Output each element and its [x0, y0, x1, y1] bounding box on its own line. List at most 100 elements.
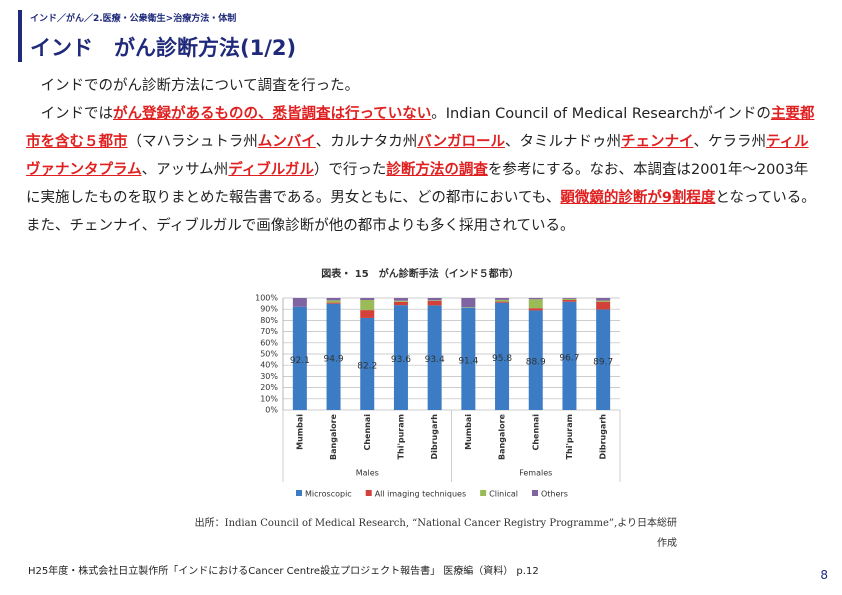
y-tick-label: 10%: [260, 394, 278, 403]
y-tick-label: 90%: [260, 305, 278, 314]
bar-segment: [461, 307, 476, 308]
x-tick-label: Dibrugarh: [430, 414, 439, 460]
text: となっている。また、チェンナイ、ディブルガルで画像診断が他の都市よりも多く採用さ…: [26, 190, 816, 234]
paragraph: インドでのがん診断方法について調査を行った。: [26, 72, 816, 100]
body-text: インドでのがん診断方法について調査を行った。 インドではがん登録があるものの、悉皆…: [26, 72, 816, 240]
bar-segment: [495, 301, 510, 303]
bar-segment: [326, 300, 341, 303]
legend-label: Others: [541, 490, 568, 499]
highlight: 顕微鏡的診断が9割程度: [560, 190, 716, 206]
bar-segment: [495, 302, 510, 410]
bar-segment: [393, 298, 408, 301]
legend-swatch: [532, 490, 538, 496]
x-tick-label: Chennai: [531, 414, 540, 451]
bar-segment: [292, 298, 307, 307]
data-label: 96.7: [559, 353, 579, 363]
bar-segment: [562, 298, 577, 301]
legend-swatch: [296, 490, 302, 496]
y-tick-label: 30%: [260, 372, 278, 381]
data-label: 91.4: [458, 356, 478, 366]
highlight: チェンナイ: [620, 134, 694, 150]
x-tick-label: Mumbai: [295, 414, 304, 450]
x-tick-label: Bangalore: [498, 413, 507, 460]
bar-segment: [393, 301, 408, 306]
x-tick-label: Bangalore: [329, 413, 338, 460]
chart-title: 図表・ 15 がん診断手法（インド５都市）: [321, 267, 518, 280]
accent-bar: [18, 10, 22, 62]
bar-segment: [393, 305, 408, 410]
page-title: インド がん診断方法(1/2): [30, 36, 297, 60]
data-label: 95.8: [492, 354, 512, 364]
bar-segment: [393, 300, 408, 302]
legend-swatch: [480, 490, 487, 496]
bar-segment: [427, 300, 442, 306]
y-tick-label: 60%: [260, 338, 278, 347]
bar-segment: [562, 298, 577, 299]
legend-swatch: [365, 490, 372, 496]
highlight: がん登録があるものの、悉皆調査は行っていない: [113, 106, 432, 122]
y-tick-label: 70%: [260, 327, 278, 336]
bar-segment: [360, 310, 375, 318]
group-label: Males: [356, 469, 379, 478]
legend-label: Clinical: [489, 490, 518, 499]
bar-segment: [596, 309, 611, 410]
bar-segment: [360, 317, 375, 410]
bar-segment: [292, 306, 307, 410]
text: （マハラシュトラ州: [127, 134, 258, 150]
text: 、タミルナドゥ州: [504, 134, 621, 150]
highlight: ムンバイ: [257, 134, 316, 150]
data-label: 92.1: [290, 356, 310, 366]
paragraph: インドではがん登録があるものの、悉皆調査は行っていない。Indian Counc…: [26, 100, 816, 240]
bar-segment: [528, 299, 543, 309]
bar-segment: [528, 298, 543, 300]
highlight: バンガロール: [417, 134, 505, 150]
bar-segment: [562, 301, 577, 410]
y-tick-label: 80%: [260, 316, 278, 325]
highlight: 診断方法の調査: [386, 162, 488, 178]
bar-segment: [596, 301, 611, 310]
bar-segment: [596, 300, 611, 302]
bar-segment: [427, 298, 442, 301]
page-number: 8: [820, 568, 828, 582]
highlight: 主要都市を含む５都市: [26, 106, 815, 150]
data-label: 88.9: [526, 358, 546, 368]
breadcrumb: インド／がん／2.医療・公衆衛生>治療方法・体制: [30, 14, 237, 24]
x-tick-label: Thi'puram: [396, 414, 405, 459]
legend-label: Microscopic: [305, 490, 352, 499]
source: 出所：Indian Council of Medical Research, “…: [194, 518, 677, 549]
data-label: 93.6: [391, 355, 411, 365]
x-tick-label: Mumbai: [464, 414, 473, 450]
bar-segment: [427, 305, 442, 410]
y-tick-label: 100%: [255, 294, 278, 303]
highlight: ティルヴァナンタプラム: [26, 134, 809, 178]
text: 、カルナタカ州: [315, 134, 418, 150]
x-tick-label: Thi'puram: [565, 414, 574, 459]
text: ）で行った: [313, 162, 387, 178]
x-tick-label: Chennai: [363, 414, 372, 451]
bar-segment: [326, 303, 341, 410]
bar-segment: [461, 298, 476, 308]
y-tick-label: 40%: [260, 361, 278, 370]
text: 、アッサム州: [141, 162, 229, 178]
text: インドでは: [40, 106, 114, 122]
y-tick-label: 0%: [265, 406, 278, 415]
bar-segment: [360, 298, 375, 301]
footer: H25年度・株式会社日立製作所「インドにおけるCancer Centre設立プロ…: [28, 566, 539, 577]
legend-label: All imaging techniques: [375, 490, 466, 499]
y-tick-label: 20%: [260, 383, 278, 392]
bar-segment: [495, 299, 510, 302]
group-label: Females: [519, 469, 552, 478]
bar-segment: [596, 298, 611, 301]
bar-segment: [461, 307, 476, 410]
bar-segment: [495, 298, 510, 300]
data-label: 82.2: [357, 361, 377, 371]
text: 。Indian Council of Medical Researchがインドの: [431, 106, 771, 122]
y-tick-label: 50%: [260, 350, 278, 359]
data-label: 94.9: [324, 354, 344, 364]
bar-segment: [427, 300, 442, 301]
data-label: 89.7: [593, 357, 613, 367]
bar-segment: [326, 298, 341, 301]
bar-segment: [326, 302, 341, 304]
